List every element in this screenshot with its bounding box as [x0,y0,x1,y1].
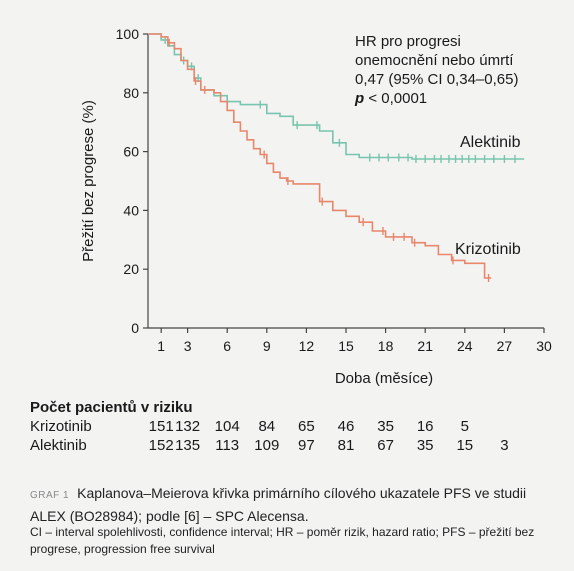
annotation-line-2: onemocnění nebo úmrtí [355,52,514,69]
x-tick-label: 30 [536,338,552,354]
figure-caption: GRAF 1 Kaplanova–Meierova křivka primární… [30,483,562,526]
x-tick-label: 15 [338,338,354,354]
risk-row-alektinib: Alektinib 152 135 113 109 97 81 67 35 15 3 [30,436,570,455]
risk-row-label: Alektinib [30,437,87,454]
survival-curve-krizotinib [148,33,492,279]
risk-value: 113 [215,437,240,454]
risk-value: 109 [254,437,280,454]
risk-value: 104 [214,418,240,435]
x-tick-label: 9 [263,338,271,354]
y-tick-label: 40 [123,202,139,218]
caption-label: GRAF 1 [30,490,70,501]
y-tick-label: 0 [131,320,139,336]
annotation-line-3: 0,47 (95% CI 0,34–0,65) [355,71,518,88]
risk-table: Počet pacientů v riziku Krizotinib 151 13… [30,398,570,455]
risk-value: 81 [337,437,355,454]
risk-value: 67 [377,437,394,454]
risk-value: 84 [258,418,276,435]
risk-value: 35 [416,437,434,454]
x-tick-label: 12 [299,338,315,354]
x-tick-label: 21 [417,338,433,354]
x-axis-title: Doba (měsíce) [335,370,433,387]
p-value-text: < 0,0001 [364,90,427,107]
x-tick-label: 6 [223,338,231,354]
risk-value: 151 [148,418,174,435]
y-tick-label: 100 [116,26,140,42]
series-label-krizotinib: Krizotinib [455,241,521,258]
series-label-alektinib: Alektinib [460,134,521,151]
risk-value: 152 [148,437,174,454]
risk-row-krizotinib: Krizotinib 151 132 104 84 65 46 35 16 5 [30,417,570,436]
y-tick-label: 80 [123,85,139,101]
risk-value: 35 [377,418,394,435]
y-axis-title: Přežití bez progrese (%) [80,100,97,262]
figure-footnote: CI – interval spolehlivosti, confidence … [30,525,535,556]
risk-value: 15 [456,437,474,454]
risk-value: 3 [500,437,509,454]
x-tick-label: 27 [497,338,513,354]
risk-row-label: Krizotinib [30,418,92,435]
series-krizotinib [148,33,492,283]
x-tick-label: 1 [157,338,165,354]
hr-annotation: HR pro progresi onemocnění nebo úmrtí 0,… [354,33,518,107]
risk-value: 16 [416,418,434,435]
risk-value: 5 [460,418,469,435]
risk-value: 65 [298,418,315,435]
x-tick-label: 18 [378,338,394,354]
x-tick-label: 24 [457,338,473,354]
annotation-line-1: HR pro progresi [355,33,461,50]
risk-value: 97 [298,437,315,454]
annotation-p-value: p < 0,0001 [354,90,427,107]
risk-value: 132 [175,418,201,435]
caption-text: Kaplanova–Meierova křivka primárního cíl… [30,485,527,524]
risk-value: 135 [175,437,201,454]
risk-value: 46 [337,418,355,435]
km-chart: 0 20 40 60 80 100 1 3 6 9 12 15 18 21 24 27 30 Přežití b… [80,26,552,387]
y-tick-label: 20 [123,261,139,277]
y-tick-label: 60 [123,144,139,160]
x-tick-label: 3 [184,338,192,354]
p-symbol: p [354,90,364,107]
risk-table-title: Počet pacientů v riziku [30,399,193,416]
